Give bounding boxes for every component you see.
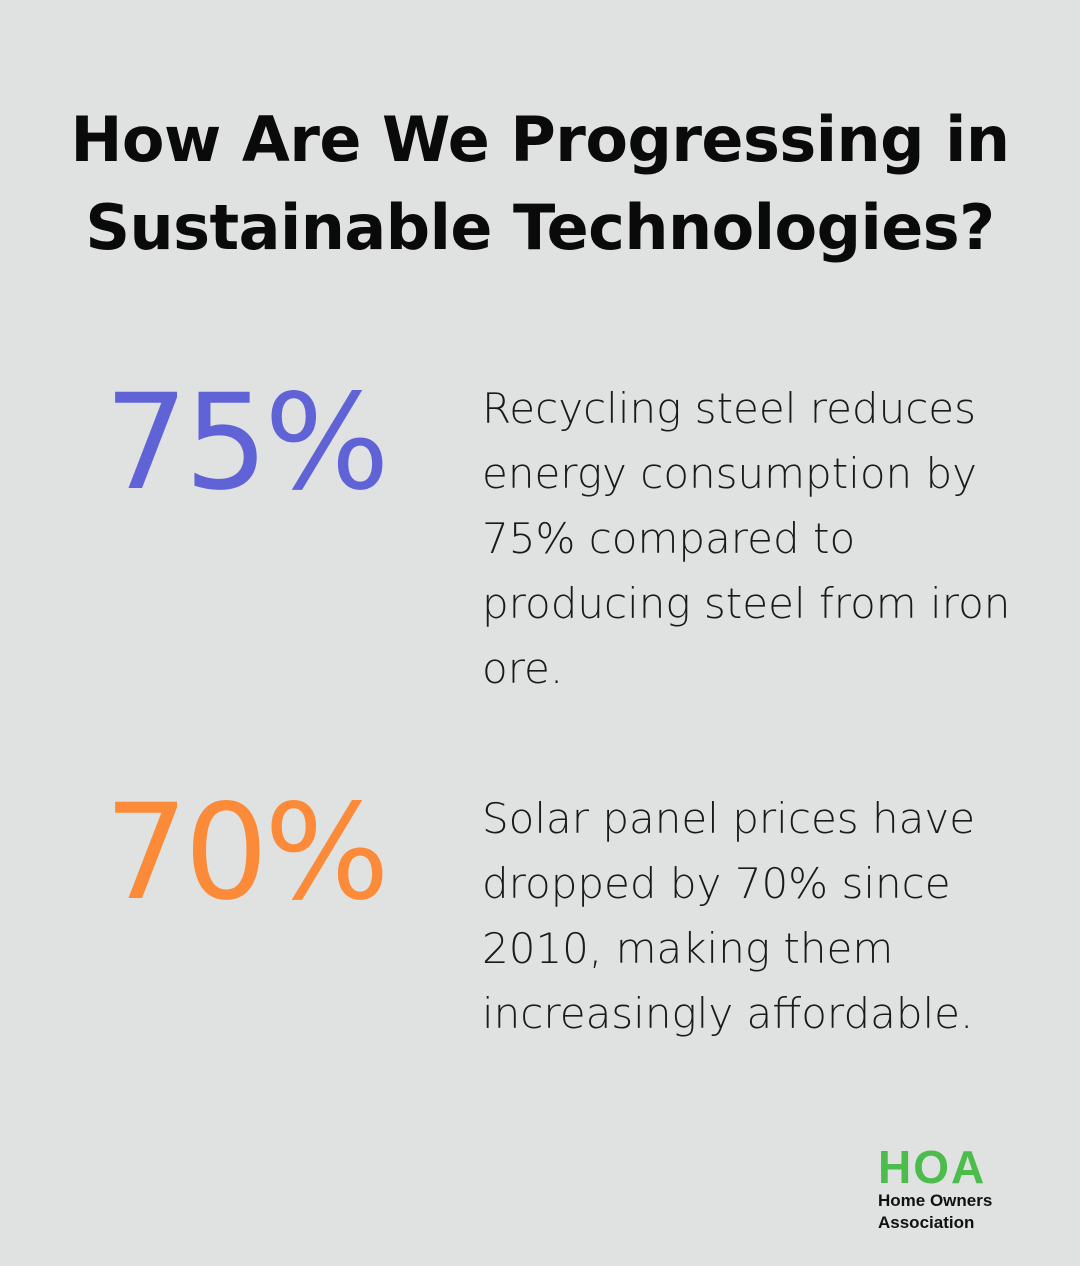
title-line-1: How Are We Progressing in — [70, 103, 1010, 176]
logo-mark: HOA — [878, 1141, 987, 1193]
hoa-logo: HOA Home Owners Association — [878, 1144, 1058, 1234]
stat-value-recycling: 75% — [104, 366, 389, 520]
stat-description-recycling: Recycling steel reduces energy consumpti… — [482, 384, 1011, 693]
stat-description-solar: Solar panel prices have dropped by 70% s… — [482, 794, 976, 1038]
stat-value-solar: 70% — [104, 776, 389, 930]
logo-text-line-2: Association — [878, 1213, 975, 1232]
logo-text-line-1: Home Owners — [878, 1191, 993, 1210]
page-title: How Are We Progressing in Sustainable Te… — [0, 96, 1080, 272]
title-line-2: Sustainable Technologies? — [85, 191, 995, 264]
